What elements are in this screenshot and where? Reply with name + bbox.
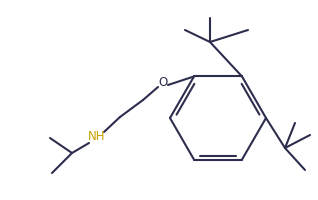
Text: NH: NH [88, 130, 106, 144]
Text: O: O [158, 76, 168, 90]
